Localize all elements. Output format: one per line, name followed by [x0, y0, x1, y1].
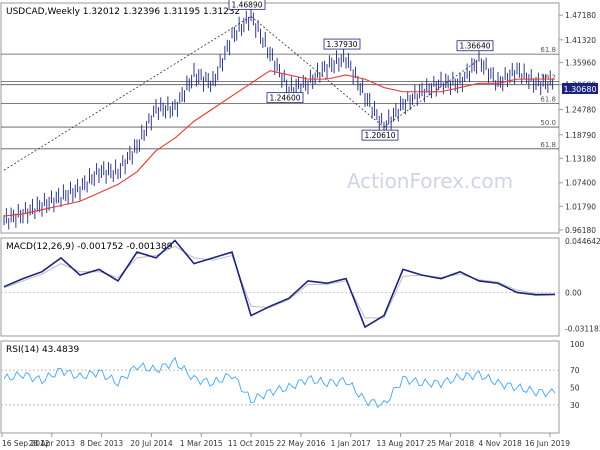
x-tick-label: 22 May 2016 [276, 439, 325, 448]
macd-y-axis: 0.044642 0.00 -0.031183 [1, 237, 600, 333]
trend-line-up [3, 16, 252, 171]
rsi-panel-frame [0, 340, 560, 434]
current-price-tag: 1.30680 [562, 83, 598, 94]
price-annotation-label: 1.36640 [459, 42, 490, 51]
rsi-y-tick-label: 50 [570, 384, 580, 393]
rsi-y-tick-label: 30 [570, 401, 580, 410]
rsi-line [3, 356, 556, 409]
price-annotation-box [361, 129, 399, 141]
macd-y-tick-label: -0.031183 [565, 324, 600, 333]
macd-signal-line [3, 245, 556, 319]
fib-level-label: 50.0 [540, 119, 556, 127]
x-tick-label: 1 Jan 2017 [331, 439, 371, 448]
price-annotation-label: 1.46890 [231, 0, 262, 9]
price-panel-frame [0, 2, 560, 234]
fib-level-label: 61.8 [540, 141, 556, 149]
macd-y-tick-label: 0.044642 [565, 237, 600, 246]
price-annotation-box [323, 38, 361, 50]
fib-level-label: 38.2 [540, 73, 556, 81]
trend-lines [3, 16, 480, 171]
x-tick-label: 25 Mar 2018 [427, 439, 475, 448]
current-price-tag-label: 1.30680 [563, 85, 596, 94]
macd-panel-title: MACD(12,26,9) -0.001752 -0.001389 [6, 242, 173, 252]
fibonacci-levels: 61.8 38.2 61.8 50.0 61.8 [1, 46, 559, 150]
price-y-tick-label: 1.47180 [565, 11, 596, 20]
rsi-lines [3, 356, 556, 409]
price-bars [3, 7, 554, 230]
watermark: ActionForex.com [347, 169, 513, 193]
price-y-tick-label: 1.35960 [565, 58, 596, 67]
rsi-y-tick-label: 100 [570, 340, 585, 349]
trend-line-down [250, 16, 385, 128]
price-y-tick-label: 1.01790 [565, 202, 596, 211]
price-y-tick-label: 1.41320 [565, 36, 596, 45]
price-annotation-box [456, 40, 494, 52]
current-price-tag-bg [562, 83, 598, 94]
x-tick-label: 16 Jun 2019 [525, 439, 570, 448]
rsi-panel-title: RSI(14) 43.4839 [6, 345, 79, 355]
price-annotation-label: 1.37930 [326, 40, 357, 49]
macd-panel: MACD(12,26,9) -0.001752 -0.001389 0.0446… [0, 237, 600, 337]
price-annotation-box [266, 92, 304, 104]
price-annotation-label: 1.24600 [269, 94, 300, 103]
fib-level-label: 61.8 [540, 46, 556, 54]
fib-level-label: 61.8 [540, 95, 556, 103]
x-tick-label: 16 Sep 2012 [2, 439, 50, 448]
trend-line-recovery [383, 59, 480, 128]
price-y-tick-label: 1.24780 [565, 106, 596, 115]
price-panel: USDCAD,Weekly 1.32012 1.32396 1.31195 1.… [0, 0, 598, 235]
price-y-tick-label: 1.07400 [565, 179, 596, 188]
x-tick-label: 8 Dec 2013 [80, 439, 123, 448]
price-annotations: 1.46890 1.37930 1.36640 1.24600 1.20610 [228, 0, 494, 141]
price-y-tick-label: 1.13180 [565, 154, 596, 163]
price-panel-title: USDCAD,Weekly 1.32012 1.32396 1.31195 1.… [6, 7, 240, 17]
macd-lines [3, 239, 556, 329]
macd-panel-frame [0, 237, 560, 337]
price-y-tick-label: 1.18790 [565, 131, 596, 140]
macd-y-tick-label: 0.00 [565, 288, 582, 297]
x-tick-label: 4 Nov 2018 [479, 439, 522, 448]
rsi-y-tick-label: 70 [570, 366, 580, 375]
x-tick-label: 20 Jul 2014 [130, 439, 173, 448]
moving-average [3, 70, 555, 217]
price-annotation-box [228, 0, 266, 10]
x-tick-label: 1 Mar 2015 [180, 439, 223, 448]
price-y-tick-label: 0.96180 [565, 226, 596, 235]
x-tick-label: 28 Apr 2013 [29, 439, 76, 448]
moving-average-line [3, 70, 555, 217]
rsi-panel: RSI(14) 43.4839 100 70 50 30 [0, 340, 585, 434]
x-tick-label: 13 Aug 2017 [377, 439, 425, 448]
rsi-y-axis: 100 70 50 30 [1, 340, 585, 410]
macd-line [3, 239, 556, 329]
price-annotation-label: 1.20610 [364, 131, 395, 140]
x-tick-label: 11 Oct 2015 [228, 439, 275, 448]
